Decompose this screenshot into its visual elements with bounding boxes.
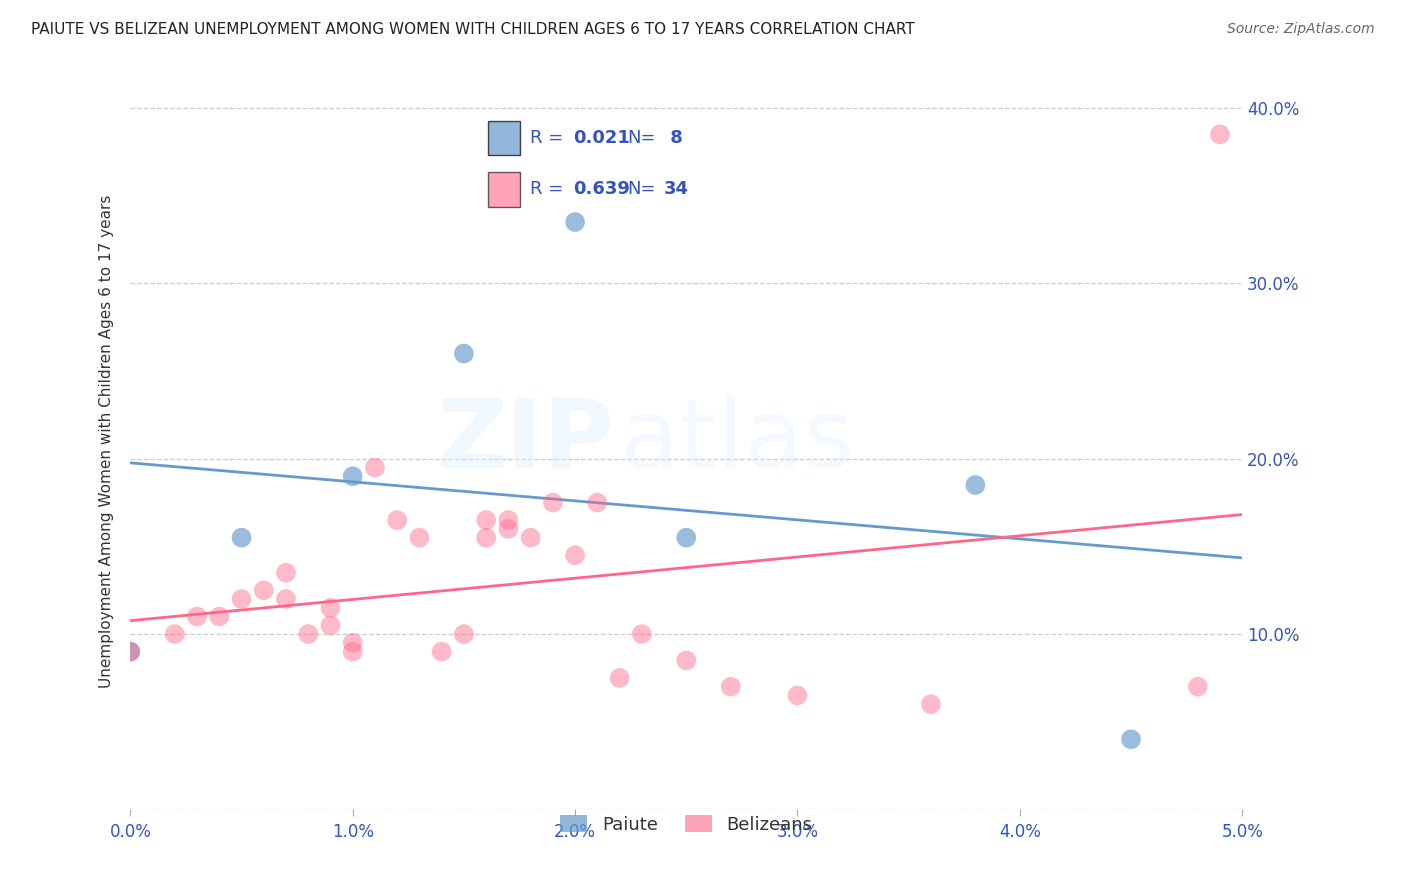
Point xyxy=(786,689,808,703)
Point xyxy=(342,636,364,650)
Point xyxy=(274,592,297,607)
Point xyxy=(453,346,475,360)
Point xyxy=(586,495,609,509)
Point xyxy=(675,531,697,545)
Point xyxy=(231,531,253,545)
Point xyxy=(408,531,430,545)
Legend: Paiute, Belizeans: Paiute, Belizeans xyxy=(553,807,820,841)
Point xyxy=(342,645,364,659)
Text: atlas: atlas xyxy=(620,394,855,488)
Point xyxy=(208,609,231,624)
Point xyxy=(342,469,364,483)
Point xyxy=(430,645,453,659)
Point xyxy=(564,215,586,229)
Point xyxy=(498,513,520,527)
Point xyxy=(1209,128,1232,142)
Point xyxy=(498,522,520,536)
Point xyxy=(274,566,297,580)
Point xyxy=(453,627,475,641)
Point xyxy=(675,653,697,667)
Point xyxy=(1119,732,1142,747)
Text: ZIP: ZIP xyxy=(436,394,614,488)
Point xyxy=(319,618,342,632)
Point xyxy=(120,645,142,659)
Point xyxy=(965,478,987,492)
Point xyxy=(920,697,942,711)
Point xyxy=(186,609,208,624)
Point xyxy=(1187,680,1209,694)
Point xyxy=(541,495,564,509)
Point xyxy=(231,592,253,607)
Text: Source: ZipAtlas.com: Source: ZipAtlas.com xyxy=(1227,22,1375,37)
Point xyxy=(519,531,541,545)
Point xyxy=(475,513,498,527)
Point xyxy=(475,531,498,545)
Point xyxy=(120,645,142,659)
Point xyxy=(630,627,652,641)
Point xyxy=(564,548,586,562)
Point xyxy=(163,627,186,641)
Y-axis label: Unemployment Among Women with Children Ages 6 to 17 years: Unemployment Among Women with Children A… xyxy=(100,194,114,688)
Point xyxy=(364,460,387,475)
Point xyxy=(609,671,631,685)
Point xyxy=(720,680,742,694)
Text: PAIUTE VS BELIZEAN UNEMPLOYMENT AMONG WOMEN WITH CHILDREN AGES 6 TO 17 YEARS COR: PAIUTE VS BELIZEAN UNEMPLOYMENT AMONG WO… xyxy=(31,22,915,37)
Point xyxy=(319,600,342,615)
Point xyxy=(297,627,319,641)
Point xyxy=(253,583,276,598)
Point xyxy=(385,513,408,527)
